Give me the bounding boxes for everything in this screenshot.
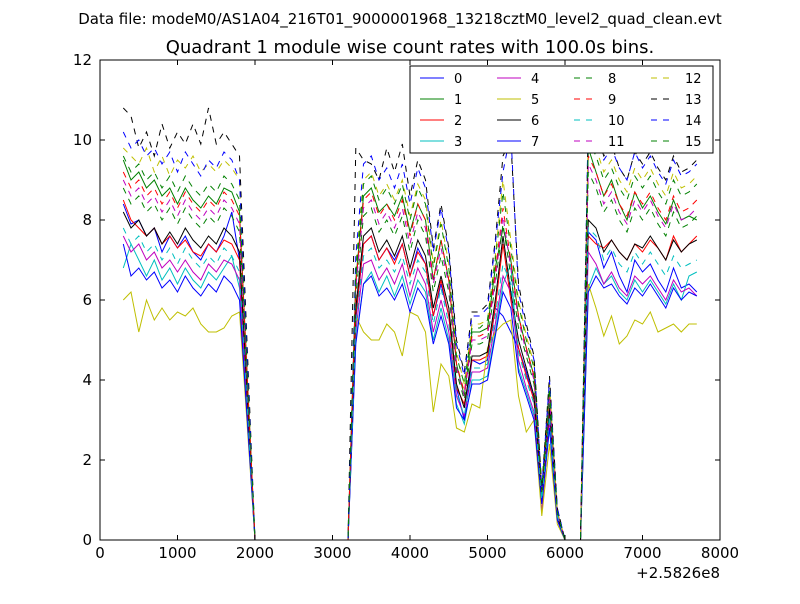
legend-label-6: 6 xyxy=(531,114,539,129)
legend-label-4: 4 xyxy=(531,72,539,87)
legend-label-10: 10 xyxy=(608,114,625,129)
legend-label-2: 2 xyxy=(454,114,462,129)
chart-title: Quadrant 1 module wise count rates with … xyxy=(166,37,655,58)
series-line-1 xyxy=(122,147,698,540)
legend-label-1: 1 xyxy=(454,93,462,108)
legend-label-15: 15 xyxy=(685,135,702,150)
axis-ticks: 0 1000 2000 3000 4000 5000 6000 7000 80000246810… xyxy=(73,51,739,562)
legend-box xyxy=(409,65,714,154)
legend-label-0: 0 xyxy=(454,72,462,87)
y-tick-label: 4 xyxy=(82,371,92,389)
series-line-14 xyxy=(122,115,698,540)
y-tick-label: 6 xyxy=(82,291,92,309)
legend-label-5: 5 xyxy=(531,93,539,108)
x-tick-label: 4000 xyxy=(391,544,429,562)
series-line-7 xyxy=(122,243,698,540)
legend-label-11: 11 xyxy=(608,135,625,150)
legend-label-13: 13 xyxy=(685,93,702,108)
legend-label-8: 8 xyxy=(608,72,616,87)
legend-label-12: 12 xyxy=(685,72,702,87)
series-line-6 xyxy=(122,211,698,540)
x-tick-label: 3000 xyxy=(313,544,351,562)
series-line-11 xyxy=(122,163,698,540)
series-line-10 xyxy=(122,226,698,540)
x-offset-label: +2.5826e8 xyxy=(636,564,720,582)
x-tick-label: 6000 xyxy=(546,544,584,562)
series-line-15 xyxy=(122,139,698,540)
x-tick-label: 2000 xyxy=(236,544,274,562)
series-line-8 xyxy=(122,171,698,540)
y-tick-label: 0 xyxy=(82,531,92,549)
y-tick-label: 10 xyxy=(73,131,92,149)
y-tick-label: 2 xyxy=(82,451,92,469)
legend-label-7: 7 xyxy=(531,135,539,150)
figure-suptitle: Data file: modeM0/AS1A04_216T01_90000019… xyxy=(78,10,722,29)
x-tick-label: 7000 xyxy=(623,544,661,562)
y-tick-label: 12 xyxy=(73,51,92,69)
series-line-5 xyxy=(122,283,697,540)
x-tick-label: 8000 xyxy=(701,544,739,562)
x-tick-label: 1000 xyxy=(158,544,196,562)
series-line-4 xyxy=(122,235,698,540)
legend-label-14: 14 xyxy=(685,114,702,129)
legend-label-9: 9 xyxy=(608,93,616,108)
x-tick-label: 0 xyxy=(95,544,105,562)
legend-label-3: 3 xyxy=(454,135,462,150)
x-tick-label: 5000 xyxy=(468,544,506,562)
y-tick-label: 8 xyxy=(82,211,92,229)
